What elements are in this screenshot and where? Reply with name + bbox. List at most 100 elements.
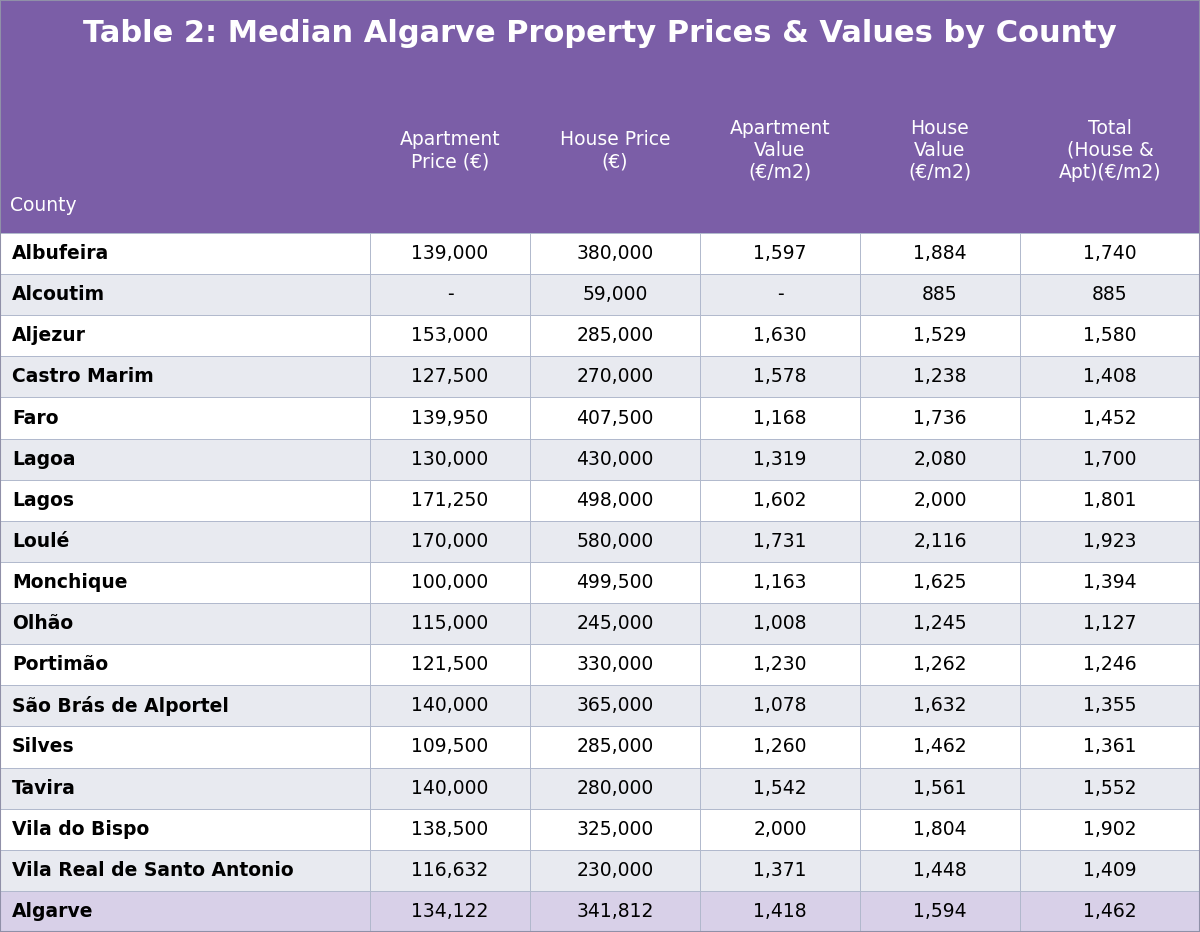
Text: 115,000: 115,000 (412, 614, 488, 633)
Text: Portimão: Portimão (12, 655, 108, 674)
Text: 580,000: 580,000 (576, 532, 654, 551)
Text: 1,625: 1,625 (913, 573, 967, 592)
Text: 59,000: 59,000 (582, 285, 648, 304)
Text: 1,552: 1,552 (1084, 778, 1136, 798)
Text: 1,462: 1,462 (1084, 902, 1136, 921)
Text: 1,008: 1,008 (754, 614, 806, 633)
Text: 2,000: 2,000 (913, 491, 967, 510)
Bar (0, 315, 1200, 356)
Text: 1,260: 1,260 (754, 737, 806, 757)
Text: 1,594: 1,594 (913, 902, 967, 921)
Text: Value: Value (914, 141, 966, 160)
Bar (0, 644, 1200, 685)
Text: 1,884: 1,884 (913, 244, 967, 263)
Bar (0, 356, 1200, 397)
Text: Monchique: Monchique (12, 573, 127, 592)
Text: Faro: Faro (12, 408, 59, 428)
Text: (€/m2): (€/m2) (908, 163, 972, 182)
Text: 1,168: 1,168 (754, 408, 806, 428)
Text: 1,902: 1,902 (1084, 820, 1136, 839)
Text: 245,000: 245,000 (576, 614, 654, 633)
Text: 365,000: 365,000 (576, 696, 654, 716)
Text: Apt)(€/m2): Apt)(€/m2) (1058, 163, 1162, 182)
Text: (€/m2): (€/m2) (749, 163, 811, 182)
Text: 1,801: 1,801 (1084, 491, 1136, 510)
Text: 2,080: 2,080 (913, 449, 967, 469)
Text: 116,632: 116,632 (412, 861, 488, 880)
Text: 1,408: 1,408 (1084, 367, 1136, 387)
Bar (0, 562, 1200, 603)
Text: Lagos: Lagos (12, 491, 74, 510)
Bar (0, 439, 1200, 480)
Text: Castro Marim: Castro Marim (12, 367, 154, 387)
Text: 285,000: 285,000 (576, 326, 654, 345)
Text: 1,418: 1,418 (754, 902, 806, 921)
Text: 139,950: 139,950 (412, 408, 488, 428)
Text: Alcoutim: Alcoutim (12, 285, 106, 304)
Text: 885: 885 (1092, 285, 1128, 304)
Text: 100,000: 100,000 (412, 573, 488, 592)
Text: Albufeira: Albufeira (12, 244, 109, 263)
Text: -: - (446, 285, 454, 304)
Text: Silves: Silves (12, 737, 74, 757)
Text: Apartment: Apartment (730, 119, 830, 138)
Text: 1,597: 1,597 (754, 244, 806, 263)
Text: Price (€): Price (€) (410, 152, 490, 171)
Text: 380,000: 380,000 (576, 244, 654, 263)
Text: County: County (10, 196, 77, 215)
Text: (House &: (House & (1067, 141, 1153, 160)
Bar (0, 0, 1200, 68)
Text: 1,700: 1,700 (1084, 449, 1136, 469)
Text: 1,542: 1,542 (754, 778, 806, 798)
Text: Loulé: Loulé (12, 532, 70, 551)
Text: 499,500: 499,500 (576, 573, 654, 592)
Bar (0, 397, 1200, 439)
Text: 330,000: 330,000 (576, 655, 654, 674)
Text: 407,500: 407,500 (576, 408, 654, 428)
Text: 1,245: 1,245 (913, 614, 967, 633)
Text: 1,731: 1,731 (754, 532, 806, 551)
Bar (0, 768, 1200, 809)
Text: 341,812: 341,812 (576, 902, 654, 921)
Text: 1,736: 1,736 (913, 408, 967, 428)
Text: 1,580: 1,580 (1084, 326, 1136, 345)
Text: 171,250: 171,250 (412, 491, 488, 510)
Text: 2,000: 2,000 (754, 820, 806, 839)
Text: 2,116: 2,116 (913, 532, 967, 551)
Text: 134,122: 134,122 (412, 902, 488, 921)
Text: 153,000: 153,000 (412, 326, 488, 345)
Text: Lagoa: Lagoa (12, 449, 76, 469)
Text: 140,000: 140,000 (412, 696, 488, 716)
Text: Total: Total (1088, 119, 1132, 138)
Text: 280,000: 280,000 (576, 778, 654, 798)
Text: 1,740: 1,740 (1084, 244, 1136, 263)
Text: 127,500: 127,500 (412, 367, 488, 387)
Text: Aljezur: Aljezur (12, 326, 86, 345)
Text: Table 2: Median Algarve Property Prices & Values by County: Table 2: Median Algarve Property Prices … (83, 20, 1117, 48)
Text: 1,561: 1,561 (913, 778, 967, 798)
Text: 1,529: 1,529 (913, 326, 967, 345)
Text: 325,000: 325,000 (576, 820, 654, 839)
Text: Value: Value (755, 141, 805, 160)
Bar (0, 521, 1200, 562)
Text: 1,319: 1,319 (754, 449, 806, 469)
Text: 1,078: 1,078 (754, 696, 806, 716)
Text: Tavira: Tavira (12, 778, 76, 798)
Bar (0, 891, 1200, 932)
Text: 139,000: 139,000 (412, 244, 488, 263)
Text: 498,000: 498,000 (576, 491, 654, 510)
Text: 130,000: 130,000 (412, 449, 488, 469)
Bar (0, 68, 1200, 233)
Text: House Price: House Price (559, 130, 671, 149)
Text: 1,602: 1,602 (754, 491, 806, 510)
Text: 1,394: 1,394 (1084, 573, 1136, 592)
Text: 1,630: 1,630 (754, 326, 806, 345)
Text: 230,000: 230,000 (576, 861, 654, 880)
Text: 1,804: 1,804 (913, 820, 967, 839)
Text: Vila Real de Santo Antonio: Vila Real de Santo Antonio (12, 861, 294, 880)
Text: (€): (€) (601, 152, 629, 171)
Text: 1,462: 1,462 (913, 737, 967, 757)
Bar (0, 809, 1200, 850)
Text: 1,262: 1,262 (913, 655, 967, 674)
Text: House: House (911, 119, 970, 138)
